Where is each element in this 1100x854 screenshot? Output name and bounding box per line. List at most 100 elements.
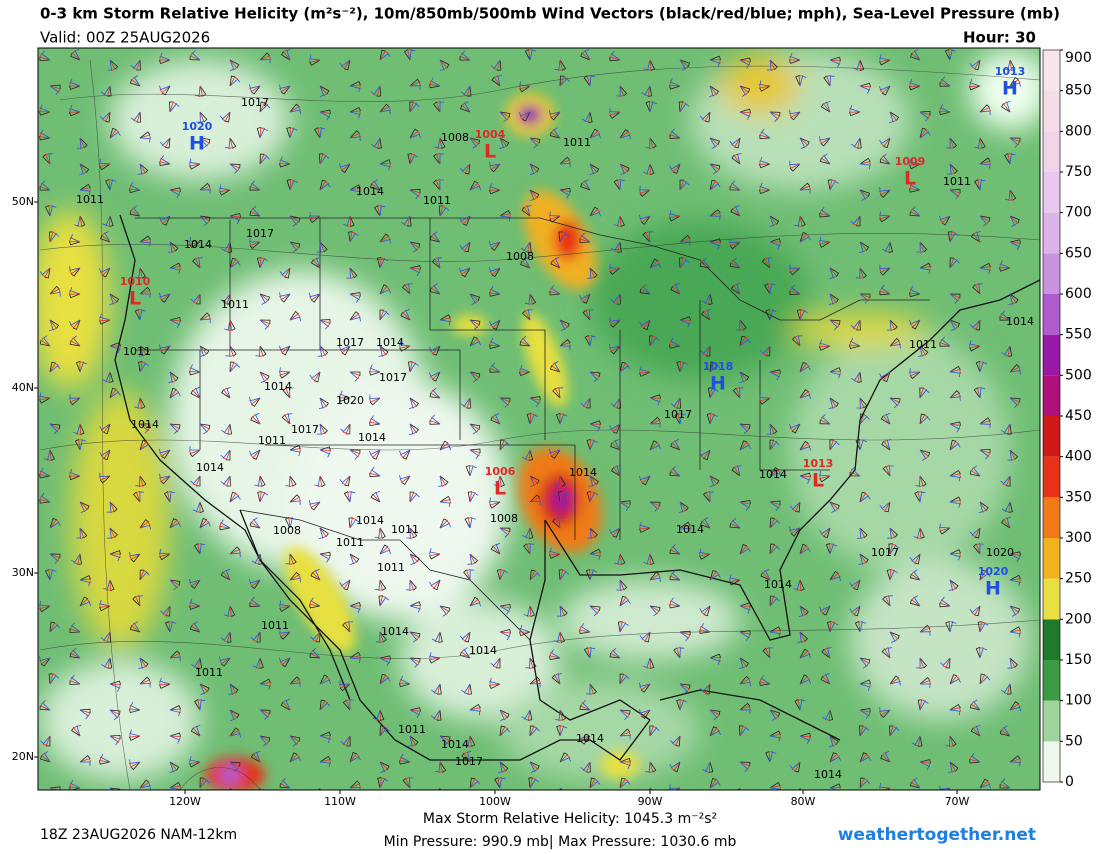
wind-barb xyxy=(850,215,861,225)
wind-barb xyxy=(554,517,561,529)
wind-barb xyxy=(340,390,351,399)
wind-barb xyxy=(139,134,151,139)
wind-barb xyxy=(309,215,321,223)
wind-barb xyxy=(582,700,591,711)
wind-barb xyxy=(859,491,867,503)
wind-barb xyxy=(433,709,441,721)
wind-barb xyxy=(529,163,535,176)
wind-barb xyxy=(460,85,471,95)
wind-barb xyxy=(879,54,891,61)
wind-barb xyxy=(259,156,270,165)
wind-barb xyxy=(1003,725,1011,737)
wind-barb xyxy=(669,549,681,555)
wind-barb xyxy=(828,735,834,748)
wind-barb xyxy=(165,137,171,149)
wind-barb xyxy=(709,241,720,250)
wind-barb xyxy=(430,77,441,87)
wind-barb xyxy=(489,161,501,167)
wind-barb xyxy=(139,785,151,790)
wind-barb xyxy=(649,501,658,512)
wind-barb xyxy=(1001,778,1011,789)
wind-barb xyxy=(259,735,270,745)
wind-barb xyxy=(639,709,651,714)
wind-barb xyxy=(949,761,959,772)
wind-barb xyxy=(583,761,591,773)
wind-barb xyxy=(225,569,231,581)
wind-barb xyxy=(40,657,51,667)
wind-barb xyxy=(379,106,391,113)
wind-barb xyxy=(194,699,201,711)
wind-barb xyxy=(189,759,201,765)
wind-barb xyxy=(469,137,479,148)
wind-barb xyxy=(199,683,205,695)
wind-barb xyxy=(139,267,146,279)
wind-barb xyxy=(919,387,924,399)
wind-barb xyxy=(705,683,711,695)
wind-barb xyxy=(789,527,801,535)
wind-barb xyxy=(941,596,951,607)
wind-barb xyxy=(431,232,441,243)
pressure-value: 1009 xyxy=(895,155,926,168)
wind-barb xyxy=(226,293,231,305)
wind-barb xyxy=(139,309,146,321)
wind-barb xyxy=(529,189,538,201)
wind-barb xyxy=(759,397,771,405)
wind-barb xyxy=(489,186,501,191)
wind-barb xyxy=(192,50,201,61)
wind-barb xyxy=(799,75,807,87)
wind-barb xyxy=(199,519,210,529)
wind-barb xyxy=(400,312,411,321)
wind-barb xyxy=(709,569,717,581)
wind-barb xyxy=(78,439,83,451)
wind-barb xyxy=(703,309,711,321)
wind-barb xyxy=(979,262,991,269)
wind-barb xyxy=(229,727,240,737)
wind-barb xyxy=(319,759,331,764)
wind-barb xyxy=(134,309,141,321)
wind-barb xyxy=(49,522,61,529)
wind-barb xyxy=(649,260,661,269)
wind-barb xyxy=(79,708,91,714)
wind-barb xyxy=(168,371,173,383)
wind-barb xyxy=(169,319,181,326)
colorbar-label: 500 xyxy=(1065,367,1092,383)
wind-barb xyxy=(349,491,356,503)
wind-barb xyxy=(289,444,301,451)
wind-barb xyxy=(319,527,327,539)
wind-barb xyxy=(310,293,321,303)
colorbar-label: 400 xyxy=(1065,449,1092,465)
wind-barb xyxy=(799,391,811,399)
wind-barb xyxy=(129,625,141,633)
wind-barb xyxy=(69,628,81,633)
wind-barb xyxy=(249,579,261,587)
wind-barb xyxy=(939,82,951,87)
wind-barb xyxy=(948,621,954,633)
wind-barb xyxy=(611,50,621,61)
wind-barb xyxy=(494,75,501,87)
colorbar-label: 150 xyxy=(1065,652,1092,668)
wind-barb xyxy=(219,657,231,665)
wind-barb xyxy=(884,751,891,763)
wind-barb xyxy=(889,337,900,347)
wind-barb xyxy=(829,735,837,747)
wind-barb xyxy=(347,491,352,503)
wind-barb xyxy=(499,726,509,737)
wind-barb xyxy=(549,547,561,555)
wind-barb xyxy=(765,647,771,659)
wind-barb xyxy=(469,449,481,457)
site-name[interactable]: weathertogether.net xyxy=(838,825,1036,845)
wind-barb xyxy=(189,240,201,245)
wind-barb xyxy=(941,336,951,347)
wind-barb xyxy=(889,543,897,555)
wind-barb xyxy=(289,679,301,685)
wind-barb xyxy=(909,573,921,581)
wind-barb xyxy=(432,179,441,191)
wind-barb xyxy=(529,543,535,555)
wind-barb xyxy=(761,258,771,269)
wind-barb xyxy=(558,569,564,581)
wind-barb xyxy=(609,263,621,269)
wind-barb xyxy=(879,187,891,192)
wind-barb xyxy=(101,267,111,278)
wind-barb xyxy=(1009,153,1016,165)
wind-barb xyxy=(379,284,388,295)
